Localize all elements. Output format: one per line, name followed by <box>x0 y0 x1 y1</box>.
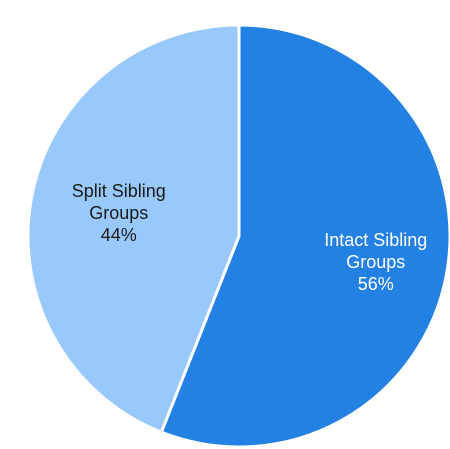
slice-label-split-sibling-groups: Split Sibling Groups 44% <box>72 181 166 245</box>
slice-label-line: 44% <box>101 225 137 245</box>
slice-label-line: Groups <box>346 252 405 272</box>
slice-label-line: Split Sibling <box>72 181 166 201</box>
slice-label-line: Groups <box>89 203 148 223</box>
slice-label-intact-sibling-groups: Intact Sibling Groups 56% <box>324 230 427 294</box>
slices-layer <box>26 23 450 449</box>
slice-label-line: Intact Sibling <box>324 230 427 250</box>
pie-slice-intact-sibling-groups <box>159 23 450 449</box>
slice-label-line: 56% <box>358 274 394 294</box>
pie-slice-split-sibling-groups <box>26 23 241 434</box>
labels-layer: Intact Sibling Groups 56%Split Sibling Grou… <box>72 181 428 294</box>
